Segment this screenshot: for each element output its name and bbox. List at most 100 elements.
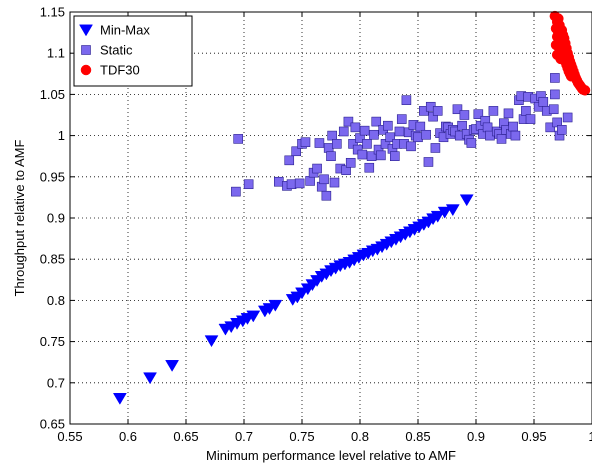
legend-label: Min-Max xyxy=(100,23,150,38)
x-tick-label: 0.8 xyxy=(351,429,369,444)
x-axis-label: Minimum performance level relative to AM… xyxy=(206,448,456,463)
static-point xyxy=(376,150,386,161)
static-point xyxy=(371,116,382,127)
x-tick-label: 0.95 xyxy=(521,429,546,444)
static-point xyxy=(364,162,375,173)
static-point xyxy=(273,176,284,187)
x-tick-label: 0.7 xyxy=(235,429,253,444)
static-point xyxy=(329,177,340,188)
min-max-point xyxy=(246,310,261,323)
y-tick-label: 1 xyxy=(58,128,65,143)
static-point xyxy=(459,110,470,120)
min-max-point xyxy=(437,206,452,219)
static-point xyxy=(284,155,295,166)
static-point xyxy=(457,120,467,131)
static-point xyxy=(385,132,395,143)
tdf30-point xyxy=(579,85,591,96)
static-point xyxy=(545,122,556,133)
static-point xyxy=(326,151,336,161)
min-max-point xyxy=(112,393,127,405)
min-max-point xyxy=(430,210,445,223)
x-tick-label: 0.75 xyxy=(289,429,314,444)
series-tdf30 xyxy=(549,10,591,96)
y-tick-label: 1.05 xyxy=(40,87,65,102)
min-max-point xyxy=(459,194,474,207)
static-point xyxy=(488,106,499,116)
static-point xyxy=(231,186,241,197)
series-layer xyxy=(112,10,591,405)
min-max-point xyxy=(165,360,180,372)
static-point xyxy=(415,121,426,132)
static-point xyxy=(233,134,243,144)
min-max-point xyxy=(143,372,157,385)
legend-marker xyxy=(79,24,93,37)
min-max-point xyxy=(268,299,283,312)
x-tick-label: 0.6 xyxy=(119,429,137,444)
y-tick-label: 0.7 xyxy=(47,375,65,390)
static-point xyxy=(557,125,567,135)
ticks xyxy=(69,11,592,425)
static-point xyxy=(300,137,311,147)
static-point xyxy=(503,108,514,119)
legend-marker xyxy=(81,45,91,55)
y-tick-label: 1.15 xyxy=(40,5,65,20)
static-point xyxy=(521,106,531,116)
static-point xyxy=(357,149,368,160)
static-point xyxy=(406,141,416,152)
x-tick-label: 0.65 xyxy=(173,429,198,444)
y-axis-label: Throughput relative to AMF xyxy=(12,140,27,297)
static-point xyxy=(452,104,463,115)
static-point xyxy=(548,104,559,115)
static-point xyxy=(362,139,372,149)
static-point xyxy=(338,126,349,137)
series-min-max xyxy=(112,194,474,405)
static-point xyxy=(345,157,356,168)
static-point xyxy=(508,121,518,132)
static-point xyxy=(432,106,443,116)
y-tick-label: 0.9 xyxy=(47,211,65,226)
static-point xyxy=(369,129,379,140)
min-max-point xyxy=(204,335,219,348)
static-point xyxy=(350,122,361,133)
y-tick-label: 0.8 xyxy=(47,293,65,308)
static-point xyxy=(550,89,560,100)
static-point xyxy=(314,138,325,148)
y-tick-labels: 0.65 0.7 0.75 0.8 0.85 0.9 0.95 1 1.05 1.1 1.15 xyxy=(40,5,65,432)
static-point xyxy=(396,114,407,124)
x-tick-label: 0.9 xyxy=(467,429,485,444)
static-point xyxy=(323,143,334,153)
static-point xyxy=(413,132,423,143)
y-tick-label: 0.65 xyxy=(40,417,65,432)
series-static xyxy=(231,73,573,201)
static-point xyxy=(394,126,405,137)
static-point xyxy=(562,112,573,123)
y-tick-label: 1.1 xyxy=(47,46,65,61)
static-point xyxy=(319,174,329,185)
static-point xyxy=(482,122,493,133)
static-point xyxy=(496,134,507,144)
legend-label: TDF30 xyxy=(100,63,140,78)
static-point xyxy=(466,138,477,148)
static-point xyxy=(327,130,337,141)
min-max-point xyxy=(445,204,460,217)
x-tick-labels: 0.55 0.6 0.65 0.7 0.75 0.8 0.85 0.9 0.95 1 xyxy=(57,429,592,444)
static-point xyxy=(525,114,536,124)
static-point xyxy=(389,151,400,161)
static-point xyxy=(401,95,412,105)
static-point xyxy=(243,179,254,190)
static-point xyxy=(421,129,431,140)
y-tick-label: 0.95 xyxy=(40,169,65,184)
y-tick-label: 0.75 xyxy=(40,334,65,349)
static-point xyxy=(473,109,484,119)
static-point xyxy=(321,190,332,201)
static-point xyxy=(343,116,354,127)
static-point xyxy=(331,139,342,149)
x-tick-label: 0.55 xyxy=(57,429,82,444)
legend: Min-Max Static TDF30 xyxy=(73,15,193,87)
legend-label: Static xyxy=(100,43,133,58)
static-point xyxy=(383,120,393,131)
legend-items: Min-Max Static TDF30 xyxy=(79,23,150,78)
static-point xyxy=(538,97,549,107)
static-point xyxy=(430,143,441,153)
